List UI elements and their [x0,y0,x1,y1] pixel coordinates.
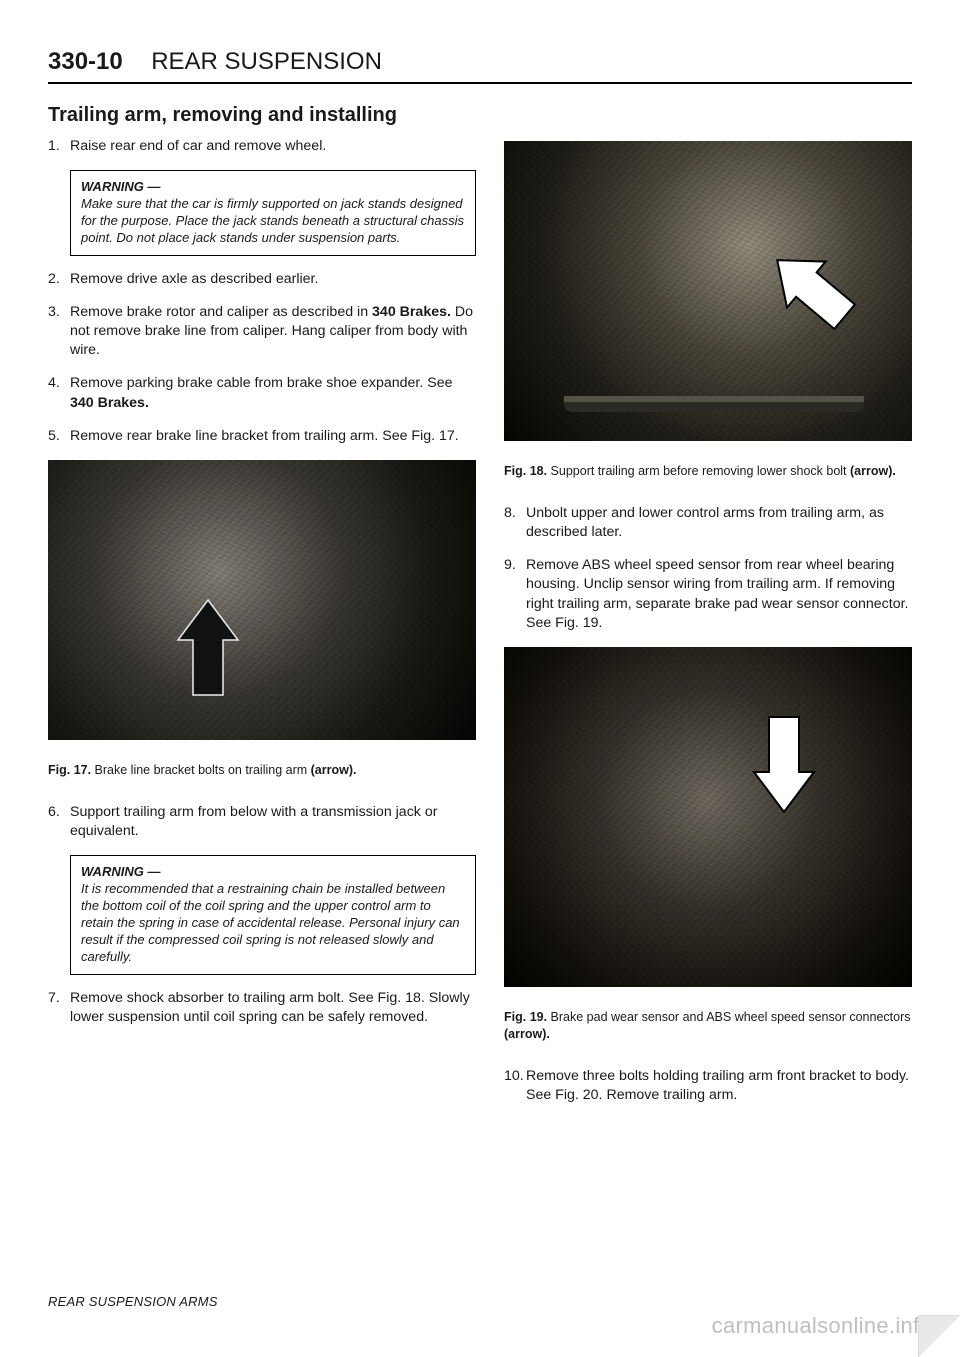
step: 7. Remove shock absorber to trailing arm… [48,989,476,1027]
step-text: Remove ABS wheel speed sensor from rear … [526,557,908,631]
steps-d: 7. Remove shock absorber to trailing arm… [48,989,476,1027]
warning-box: WARNING — It is recommended that a restr… [70,855,476,974]
steps-b: 2. Remove drive axle as described earlie… [48,270,476,446]
chapter-title: REAR SUSPENSION [151,48,382,76]
caption-bold: (arrow). [850,464,896,478]
caption-lead: Fig. 19. [504,1010,547,1024]
step-text: Remove drive axle as described earlier. [70,271,318,287]
figure-17: 0013144 Fig. 17. Brake line bracket bolt… [48,460,476,779]
step-text: Remove parking brake cable from brake sh… [70,375,453,410]
step-num: 5. [48,427,60,446]
step: 4. Remove parking brake cable from brake… [48,374,476,412]
caption-text: Support trailing arm before removing low… [547,464,850,478]
step: 2. Remove drive axle as described earlie… [48,270,476,289]
page-number: 330-10 [48,48,123,76]
step-num: 8. [504,504,516,523]
page-footer: REAR SUSPENSION ARMS [48,1294,218,1309]
figure-19-photo: 0012104 [504,647,912,987]
right-column: 0013220 Fig. 18. Support trailing arm be… [504,137,912,1119]
step-num: 10. [504,1067,524,1086]
step-text: Remove brake rotor and caliper as descri… [70,304,473,358]
steps-right-a: 8. Unbolt upper and lower control arms f… [504,504,912,633]
step-text: Unbolt upper and lower control arms from… [526,505,884,540]
step-text: Support trailing arm from below with a t… [70,804,437,839]
warning-text: It is recommended that a restraining cha… [81,881,460,964]
caption-bold: (arrow). [311,763,357,777]
caption-lead: Fig. 17. [48,763,91,777]
step-num: 9. [504,556,516,575]
caption-bold: (arrow). [504,1027,550,1041]
left-column: 1. Raise rear end of car and remove whee… [48,137,476,1119]
figure-17-overlay [48,460,476,740]
warning-title: WARNING — [81,864,160,879]
section-title: Trailing arm, removing and installing [48,104,912,127]
step-text: Remove shock absorber to trailing arm bo… [70,990,470,1025]
warning-box: WARNING — Make sure that the car is firm… [70,170,476,256]
figure-18-photo: 0013220 [504,141,912,441]
caption-text: Brake pad wear sensor and ABS wheel spee… [547,1010,910,1024]
step-num: 3. [48,303,60,322]
step: 8. Unbolt upper and lower control arms f… [504,504,912,542]
step-num: 4. [48,374,60,393]
figure-18-caption: Fig. 18. Support trailing arm before rem… [504,463,912,480]
step-num: 7. [48,989,60,1008]
step-num: 2. [48,270,60,289]
figure-19-overlay [504,647,912,987]
columns: 1. Raise rear end of car and remove whee… [48,137,912,1119]
step: 5. Remove rear brake line bracket from t… [48,427,476,446]
step-text: Remove three bolts holding trailing arm … [526,1068,909,1103]
step-text: Raise rear end of car and remove wheel. [70,138,326,154]
caption-text: Brake line bracket bolts on trailing arm [91,763,311,777]
caption-lead: Fig. 18. [504,464,547,478]
page-fold-icon [918,1315,960,1357]
figure-19-caption: Fig. 19. Brake pad wear sensor and ABS w… [504,1009,912,1043]
steps-c: 6. Support trailing arm from below with … [48,803,476,841]
step-num: 1. [48,137,60,156]
figure-19: 0012104 Fig. 19. Brake pad wear sensor a… [504,647,912,1043]
warning-title: WARNING — [81,179,160,194]
page: 330-10 REAR SUSPENSION Trailing arm, rem… [0,0,960,1357]
warning-text: Make sure that the car is firmly support… [81,196,464,245]
page-header: 330-10 REAR SUSPENSION [48,48,912,84]
figure-17-photo: 0013144 [48,460,476,740]
watermark: carmanualsonline.info [712,1313,932,1339]
step: 3. Remove brake rotor and caliper as des… [48,303,476,361]
figure-18: 0013220 Fig. 18. Support trailing arm be… [504,141,912,480]
step: 6. Support trailing arm from below with … [48,803,476,841]
steps-a: 1. Raise rear end of car and remove whee… [48,137,476,156]
step-num: 6. [48,803,60,822]
step: 9. Remove ABS wheel speed sensor from re… [504,556,912,633]
step-text: Remove rear brake line bracket from trai… [70,428,459,444]
steps-right-b: 10. Remove three bolts holding trailing … [504,1067,912,1105]
step: 1. Raise rear end of car and remove whee… [48,137,476,156]
figure-17-caption: Fig. 17. Brake line bracket bolts on tra… [48,762,476,779]
step: 10. Remove three bolts holding trailing … [504,1067,912,1105]
figure-18-overlay [504,141,912,441]
